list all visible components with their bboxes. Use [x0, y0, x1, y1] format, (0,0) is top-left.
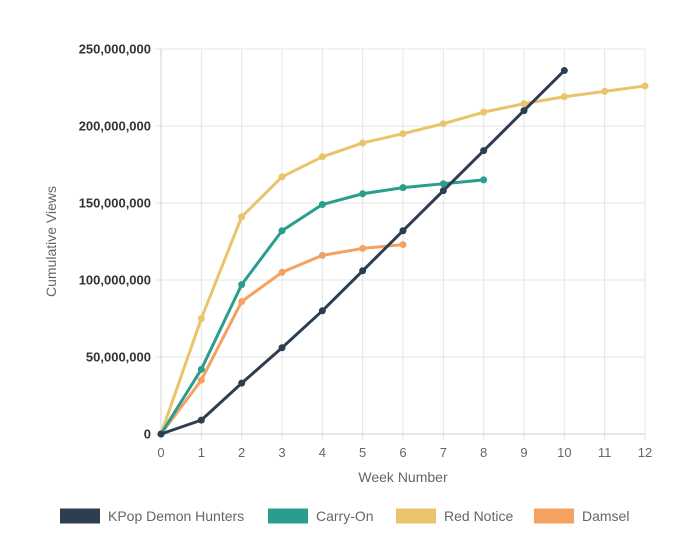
data-point-damsel — [238, 298, 246, 306]
axes: 0 1 2 3 4 5 6 7 8 9 10 11 12050,000,000100,000,00015… — [79, 42, 653, 461]
legend-item-kpop-demon-hunters: KPop Demon Hunters — [60, 508, 244, 524]
x-tick-label: 6 — [399, 445, 406, 460]
x-tick-label: 1 — [198, 445, 205, 460]
data-point-red-notice — [560, 93, 568, 101]
legend-item-damsel: Damsel — [534, 508, 629, 524]
x-tick-label: 0 — [157, 445, 164, 460]
data-point-red-notice — [399, 130, 407, 138]
data-point-damsel — [197, 376, 205, 384]
legend-item-red-notice: Red Notice — [396, 508, 513, 524]
legend-item-carry-on: Carry-On — [268, 508, 374, 524]
data-point-damsel — [278, 268, 286, 276]
x-tick-label: 8 — [480, 445, 487, 460]
data-point-kpop-demon-hunters — [318, 307, 326, 315]
series-lines — [157, 67, 649, 438]
data-point-red-notice — [641, 82, 649, 90]
legend-label: Red Notice — [444, 508, 513, 524]
y-tick-label: 100,000,000 — [79, 273, 151, 288]
data-point-red-notice — [520, 100, 528, 108]
legend-label: Damsel — [582, 508, 629, 524]
data-point-kpop-demon-hunters — [197, 416, 205, 424]
y-axis-title: Cumulative Views — [43, 186, 59, 297]
x-tick-label: 11 — [598, 445, 612, 460]
data-point-kpop-demon-hunters — [238, 379, 246, 387]
data-point-red-notice — [480, 108, 488, 116]
y-tick-label: 50,000,000 — [86, 350, 151, 365]
data-point-carry-on — [197, 365, 205, 373]
x-tick-label: 4 — [319, 445, 326, 460]
data-point-kpop-demon-hunters — [399, 227, 407, 235]
data-point-kpop-demon-hunters — [359, 267, 367, 275]
x-tick-label: 12 — [638, 445, 652, 460]
series-kpop-demon-hunters — [157, 67, 568, 438]
data-point-carry-on — [238, 281, 246, 289]
x-tick-label: 10 — [557, 445, 571, 460]
y-tick-label: 150,000,000 — [79, 196, 151, 211]
y-tick-label: 0 — [144, 427, 151, 442]
data-point-carry-on — [278, 227, 286, 235]
data-point-red-notice — [318, 153, 326, 161]
data-point-carry-on — [480, 176, 488, 184]
data-point-red-notice — [601, 87, 609, 95]
series-red-notice — [157, 82, 649, 438]
x-tick-label: 7 — [440, 445, 447, 460]
data-point-kpop-demon-hunters — [480, 147, 488, 155]
legend-swatch — [60, 508, 100, 524]
y-tick-label: 200,000,000 — [79, 119, 151, 134]
data-point-carry-on — [399, 184, 407, 192]
data-point-kpop-demon-hunters — [560, 67, 568, 75]
data-point-damsel — [318, 251, 326, 259]
x-tick-label: 2 — [238, 445, 245, 460]
legend-label: KPop Demon Hunters — [108, 508, 244, 524]
data-point-kpop-demon-hunters — [439, 187, 447, 195]
legend-swatch — [396, 508, 436, 524]
legend-swatch — [534, 508, 574, 524]
legend-label: Carry-On — [316, 508, 374, 524]
data-point-carry-on — [359, 190, 367, 198]
data-point-kpop-demon-hunters — [157, 430, 165, 438]
data-point-red-notice — [359, 139, 367, 147]
legend-swatch — [268, 508, 308, 524]
x-tick-label: 5 — [359, 445, 366, 460]
x-tick-label: 9 — [520, 445, 527, 460]
data-point-red-notice — [238, 213, 246, 221]
legend: KPop Demon Hunters Carry-On Red Notice Dams… — [60, 508, 629, 524]
data-point-damsel — [399, 241, 407, 249]
x-axis-title: Week Number — [358, 469, 448, 485]
y-tick-label: 250,000,000 — [79, 42, 151, 57]
data-point-red-notice — [197, 315, 205, 322]
data-point-kpop-demon-hunters — [278, 344, 286, 352]
data-point-carry-on — [318, 201, 326, 209]
data-point-kpop-demon-hunters — [520, 107, 528, 115]
series-carry-on — [157, 176, 488, 438]
x-tick-label: 3 — [278, 445, 285, 460]
data-point-red-notice — [278, 173, 286, 181]
data-point-damsel — [359, 244, 367, 252]
data-point-carry-on — [439, 180, 447, 188]
data-point-red-notice — [439, 120, 447, 128]
